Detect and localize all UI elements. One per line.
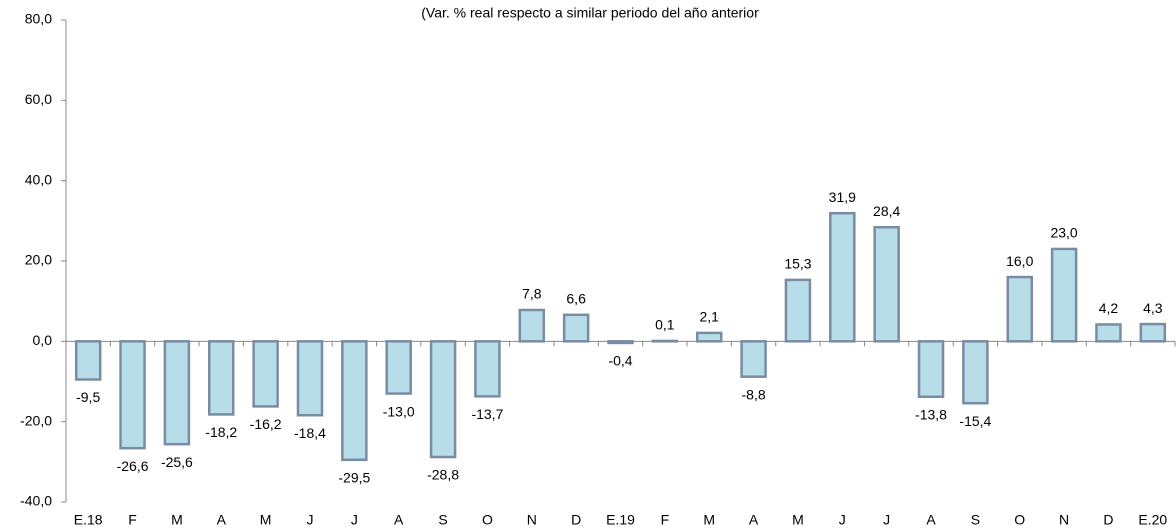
value-label: -29,5 [338,470,370,486]
bar [607,340,634,345]
value-label: -16,2 [250,416,282,432]
x-tick-label: J [883,512,890,528]
value-label: 4,3 [1143,300,1163,316]
value-label: -9,5 [76,389,100,405]
value-label: -26,6 [117,458,149,474]
bar [385,340,412,395]
y-tick-label: 80,0 [25,11,52,27]
bar [873,226,900,343]
bar [962,340,989,405]
value-label: 23,0 [1050,225,1077,241]
bar [163,340,191,446]
x-tick-label: D [1103,512,1113,528]
x-tick-label: O [1014,512,1025,528]
y-tick-label: -20,0 [20,412,52,428]
value-label: 0,1 [655,317,675,333]
x-tick-label: O [482,512,493,528]
value-label: 2,1 [699,309,719,325]
bar [518,308,546,343]
x-tick-label: A [926,512,936,528]
y-tick-label: 40,0 [25,171,52,187]
bar [1050,247,1078,343]
x-tick-label: E.20 [1138,512,1167,528]
x-tick-label: F [661,512,670,528]
value-label: 28,4 [873,203,900,219]
y-tick-label: -40,0 [20,493,52,509]
value-label: -15,4 [959,413,991,429]
x-tick-label: A [749,512,759,528]
y-tick-label: 20,0 [25,252,52,268]
bar [740,340,767,378]
value-label: 31,9 [829,189,856,205]
x-tick-label: M [260,512,272,528]
bar [296,340,324,417]
value-label: -18,4 [294,425,326,441]
bar [695,331,723,343]
x-tick-label: F [128,512,137,528]
bar [1139,322,1167,343]
x-tick-label: D [571,512,581,528]
bar [429,340,457,459]
x-tick-label: J [351,512,358,528]
bar [341,340,368,462]
value-label: -25,6 [161,454,193,470]
bar [562,313,590,343]
value-label: -18,2 [205,424,237,440]
value-label: -13,8 [915,406,947,422]
x-tick-label: S [971,512,980,528]
value-label: -13,7 [471,406,503,422]
bar [119,340,146,450]
x-tick-label: M [171,512,183,528]
x-tick-label: J [306,512,313,528]
y-tick-label: 60,0 [25,91,52,107]
bar [1006,275,1033,343]
x-tick-label: A [394,512,404,528]
bar [252,340,279,408]
x-tick-label: S [438,512,447,528]
x-tick-label: N [1059,512,1069,528]
x-tick-label: M [792,512,804,528]
x-tick-label: J [839,512,846,528]
x-tick-label: N [527,512,537,528]
bar [474,340,501,398]
bar [1095,323,1122,343]
x-tick-label: E.19 [606,512,635,528]
y-tick-label: 0,0 [33,332,53,348]
value-label: 7,8 [522,286,542,302]
value-label: -0,4 [608,353,632,369]
value-label: -28,8 [427,467,459,483]
value-label: -8,8 [742,386,766,402]
bar [784,278,812,343]
x-tick-label: E.18 [74,512,103,528]
bar [829,211,856,343]
x-tick-label: M [703,512,715,528]
value-label: 6,6 [566,291,586,307]
value-label: 16,0 [1006,253,1033,269]
bar [208,340,235,416]
value-label: 15,3 [784,256,811,272]
bar [74,340,102,381]
x-tick-label: A [217,512,227,528]
value-label: -13,0 [383,403,415,419]
value-label: 4,2 [1099,300,1119,316]
chart-title: (Var. % real respecto a similar periodo … [421,5,759,21]
bar [917,340,945,399]
